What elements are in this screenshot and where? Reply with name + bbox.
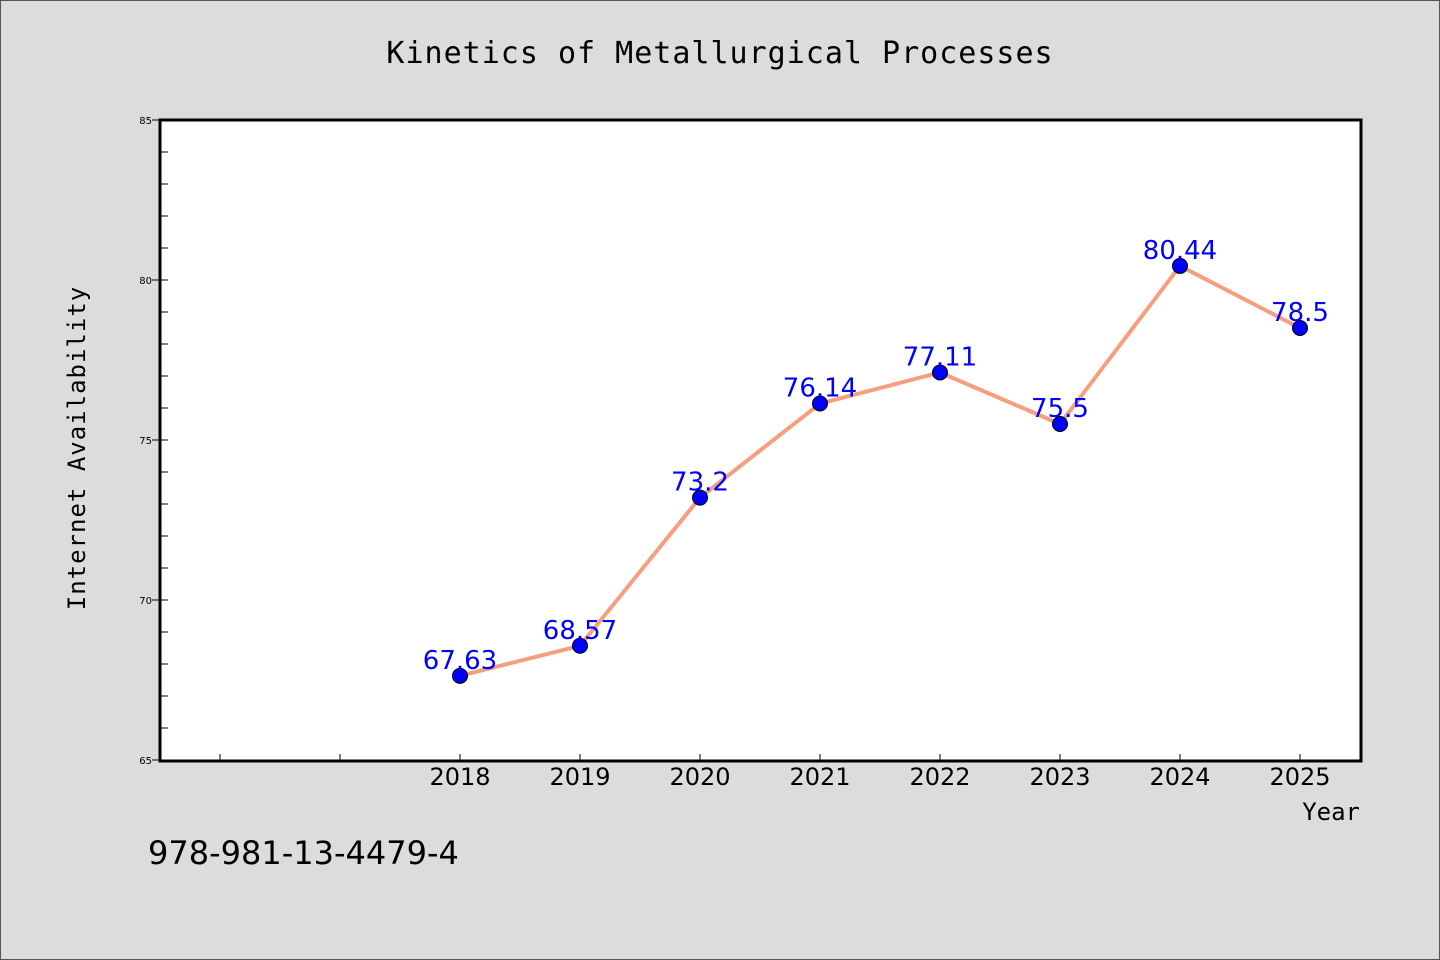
data-label: 68.57 (543, 616, 617, 646)
data-point (452, 667, 468, 684)
data-label: 67.63 (423, 646, 497, 676)
x-tick-label: 2024 (1149, 763, 1210, 791)
data-point (572, 637, 588, 654)
data-label: 75.5 (1031, 394, 1089, 424)
data-label: 76.14 (783, 374, 857, 404)
data-labels: 67.63 68.57 73.2 76.14 77.11 75.5 80.44 78.5 (423, 236, 1329, 676)
x-tick-label: 2018 (429, 763, 490, 791)
x-tick-label: 2022 (909, 763, 970, 791)
x-tick-label: 2021 (789, 763, 850, 791)
data-point (1052, 416, 1068, 432)
data-label: 78.5 (1271, 298, 1329, 328)
x-axis-ticks: 2018 2019 2020 2021 2022 2023 2024 2025 (219, 754, 1331, 791)
data-point (1172, 257, 1188, 274)
data-point (692, 489, 708, 506)
data-label: 77.11 (903, 342, 977, 372)
data-point (812, 395, 828, 412)
x-tick-label: 2019 (549, 763, 610, 791)
data-label: 80.44 (1143, 236, 1217, 266)
data-label: 73.2 (671, 468, 729, 498)
y-tick-label: 70 (139, 596, 152, 607)
y-tick-label: 75 (139, 436, 152, 447)
y-axis-label: Internet Availability (63, 286, 91, 610)
data-point (1292, 320, 1308, 336)
series-path (459, 263, 1301, 678)
isbn-annotation: 978-981-13-4479-4 (148, 834, 459, 872)
x-tick-label: 2025 (1269, 763, 1330, 791)
y-axis-ticks: 65 70 75 80 85 (139, 116, 168, 767)
x-tick-label: 2023 (1029, 763, 1090, 791)
y-tick-label: 80 (139, 276, 152, 287)
chart-title: Kinetics of Metallurgical Processes (386, 36, 1053, 71)
x-tick-label: 2020 (669, 763, 730, 791)
y-tick-label: 85 (139, 116, 152, 127)
plot-area (158, 118, 1363, 763)
x-axis-label: Year (1302, 798, 1360, 826)
y-tick-label: 65 (139, 756, 152, 767)
series-line (452, 257, 1308, 684)
data-point (932, 364, 948, 381)
